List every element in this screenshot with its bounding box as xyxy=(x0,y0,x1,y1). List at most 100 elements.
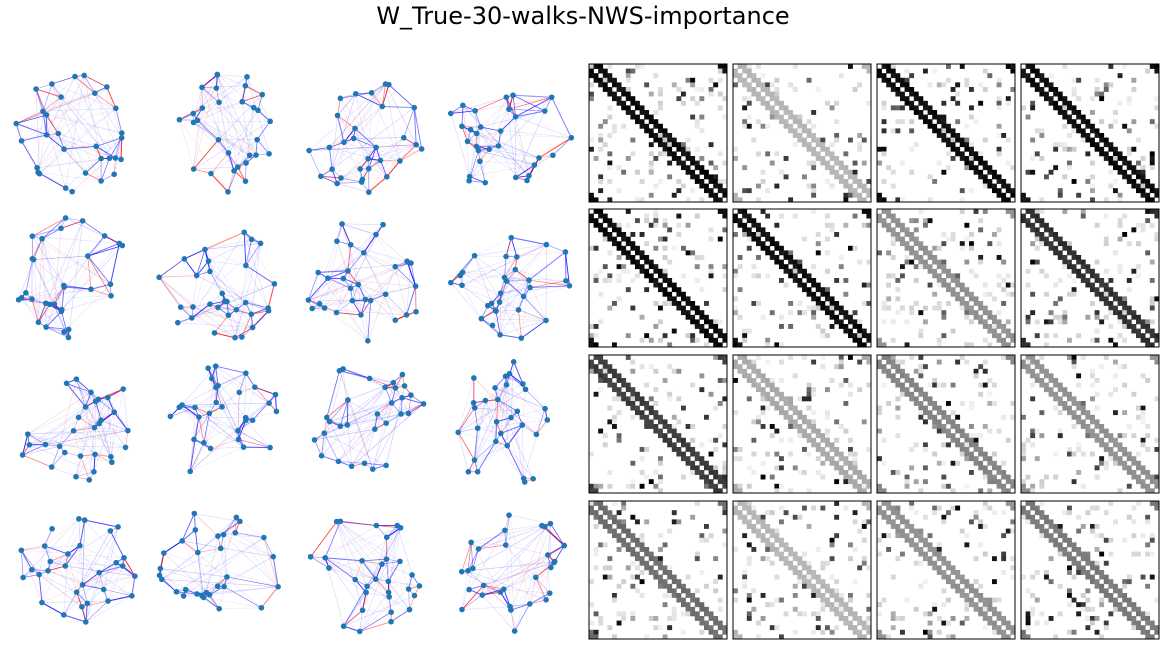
graph-edge xyxy=(193,74,218,170)
heatmap-cell xyxy=(881,151,887,157)
graph-node xyxy=(243,160,249,166)
graph-edge xyxy=(496,389,526,423)
heatmap-cell xyxy=(625,250,631,256)
graph-edge xyxy=(477,441,497,473)
heatmap-cell xyxy=(621,123,627,129)
graph-edge xyxy=(314,386,386,441)
graph-node xyxy=(176,116,183,123)
heatmap-cell xyxy=(815,301,821,306)
graph-edge xyxy=(479,160,486,183)
graph-node xyxy=(373,144,379,151)
heatmap-cell xyxy=(644,474,650,480)
graph-edge xyxy=(51,452,66,468)
graph-edge xyxy=(461,584,485,611)
graph-edge xyxy=(399,148,423,162)
heatmap-cell xyxy=(941,100,947,106)
heatmap-cell xyxy=(602,68,608,74)
heatmap-cell xyxy=(1001,414,1007,420)
graph-edge xyxy=(336,521,401,562)
heatmap-cell xyxy=(630,259,636,265)
graph-node xyxy=(49,81,55,87)
graph-node xyxy=(318,452,325,459)
heatmap-cell xyxy=(861,488,867,494)
heatmap-cell xyxy=(918,391,924,397)
graph-node xyxy=(43,300,49,307)
heatmap-cell xyxy=(959,301,965,306)
graph-edge xyxy=(462,271,505,278)
graph-edge xyxy=(193,122,251,156)
heatmap-cell xyxy=(1057,142,1063,148)
graph-edge xyxy=(375,144,417,148)
heatmap-cell xyxy=(918,373,924,379)
heatmap-cell xyxy=(927,123,933,129)
graph-node xyxy=(79,603,85,610)
heatmap-cell xyxy=(746,96,752,102)
graph-edge xyxy=(35,88,62,98)
graph-edge xyxy=(342,368,386,388)
graph-edge xyxy=(42,110,48,136)
heatmap-cell xyxy=(676,146,682,152)
graph-node xyxy=(507,603,513,610)
heatmap-cell xyxy=(667,160,673,166)
graph-edge xyxy=(485,400,497,442)
heatmap-cell xyxy=(621,105,627,111)
graph-edge xyxy=(31,217,67,237)
heatmap-cell xyxy=(616,232,622,237)
graph-node xyxy=(98,178,104,184)
graph-edge xyxy=(461,125,482,128)
graph-edge xyxy=(510,561,555,611)
heatmap-cell xyxy=(900,160,905,166)
graph-edge xyxy=(197,120,229,154)
heatmap-cell xyxy=(733,146,738,152)
graph-edge xyxy=(505,544,547,601)
graph-edge xyxy=(218,102,235,172)
heatmap-cell xyxy=(936,405,942,411)
heatmap-cell xyxy=(881,100,887,106)
graph-node xyxy=(248,311,255,318)
heatmap-cell xyxy=(694,465,700,471)
heatmap-cell xyxy=(941,268,947,274)
heatmap-cell xyxy=(936,382,942,388)
graph-node xyxy=(77,542,83,549)
heatmap-cell xyxy=(982,137,988,143)
heatmap-cell xyxy=(820,287,826,293)
heatmap-cell xyxy=(825,165,830,171)
graph-edge xyxy=(467,523,551,572)
heatmap-cell xyxy=(658,123,663,129)
graph-node xyxy=(508,414,514,421)
heatmap-cell xyxy=(996,192,1002,198)
heatmap-cell xyxy=(838,165,844,171)
heatmap-cell xyxy=(593,77,599,83)
graph-node xyxy=(236,389,243,396)
heatmap-cell xyxy=(866,282,872,288)
graph-node xyxy=(75,414,82,421)
graph-node xyxy=(249,417,256,424)
graph-edge xyxy=(64,565,133,597)
graph-edge xyxy=(552,137,572,156)
heatmap-cell xyxy=(616,273,622,279)
heatmap-cell xyxy=(941,424,947,429)
graph-node xyxy=(399,394,405,401)
heatmap-cell xyxy=(765,382,771,388)
heatmap-cell xyxy=(685,151,691,157)
heatmap-cell xyxy=(630,278,636,283)
heatmap-cell xyxy=(722,442,728,448)
heatmap-cell xyxy=(982,368,988,374)
graph-node xyxy=(340,275,347,282)
graph-edge xyxy=(380,160,388,178)
graph-edge xyxy=(521,389,526,426)
heatmap-cell xyxy=(1136,241,1141,247)
graph-node xyxy=(322,554,328,561)
heatmap-cell xyxy=(788,324,794,329)
heatmap-cell xyxy=(996,241,1002,247)
graph-node xyxy=(399,371,406,378)
heatmap-cell xyxy=(900,236,905,242)
heatmap-cell xyxy=(895,222,901,228)
heatmap-cell xyxy=(1048,241,1054,247)
heatmap-cell xyxy=(756,382,761,388)
graph-node xyxy=(190,304,196,310)
graph-edge xyxy=(181,529,196,542)
graph-edge xyxy=(340,520,387,560)
heatmap-cell xyxy=(811,291,817,297)
graph-edge xyxy=(61,245,123,310)
